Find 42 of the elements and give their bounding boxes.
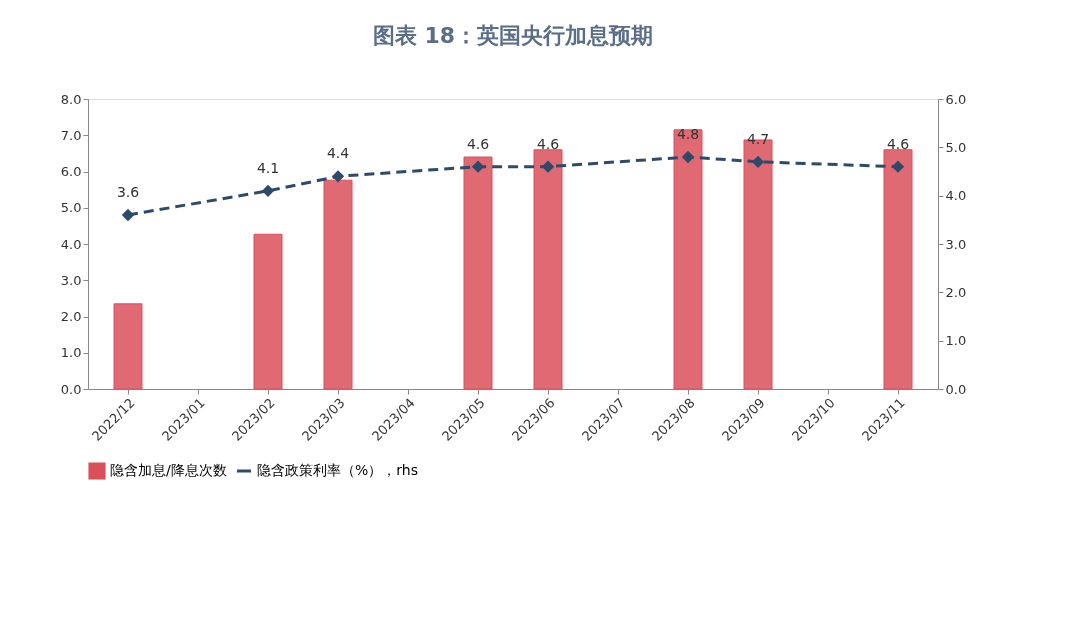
bar — [673, 129, 703, 390]
y-tick-label: 5.0 — [60, 200, 82, 216]
y-tick-label: 3.0 — [60, 272, 82, 288]
y2-tick-label: 5.0 — [945, 139, 967, 155]
data-label: 4.6 — [536, 135, 560, 152]
point — [752, 156, 764, 168]
bar — [883, 149, 913, 390]
legend-label: 隐含加息/降息次数 — [110, 462, 227, 478]
bar — [253, 233, 283, 390]
bar — [323, 179, 353, 390]
point — [262, 185, 274, 197]
data-label: 4.6 — [886, 135, 910, 152]
y-tick-label: 8.0 — [60, 91, 82, 107]
y-tick-label: 7.0 — [60, 127, 82, 143]
y-tick-label: 0.0 — [60, 381, 82, 397]
y2-tick-label: 2.0 — [945, 284, 967, 300]
point — [892, 160, 904, 173]
data-label: 4.6 — [466, 135, 490, 152]
data-label: 4.1 — [256, 159, 280, 176]
data-label: 4.7 — [746, 130, 770, 147]
bar — [113, 303, 143, 390]
y2-tick-label: 6.0 — [945, 91, 967, 107]
data-label: 4.4 — [326, 145, 350, 162]
bar — [463, 156, 493, 390]
point — [122, 209, 134, 221]
y-tick-label: 1.0 — [60, 345, 82, 361]
chart-title: 图表 18：英国央行加息预期 — [372, 23, 654, 48]
bar — [533, 149, 563, 390]
legend-label: 隐含政策利率（%），rhs — [257, 462, 418, 478]
y-tick-label: 2.0 — [60, 309, 82, 324]
data-label: 4.8 — [676, 126, 700, 142]
y-tick-label: 6.0 — [60, 164, 82, 179]
y2-tick-label: 1.0 — [945, 333, 967, 349]
y2-tick-label: 0.0 — [945, 381, 967, 397]
y-tick-label: 4.0 — [60, 236, 82, 252]
point — [332, 170, 344, 183]
point — [472, 160, 484, 173]
y2-tick-label: 3.0 — [945, 236, 967, 252]
point — [682, 151, 694, 163]
point — [542, 160, 554, 173]
data-label: 3.6 — [116, 184, 140, 200]
y2-tick-label: 4.0 — [945, 188, 967, 204]
